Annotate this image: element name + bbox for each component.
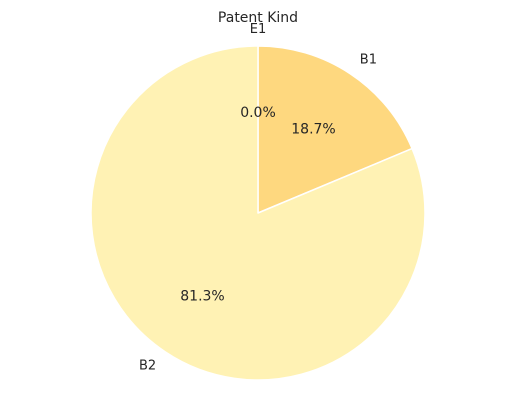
pie-slices <box>91 46 425 380</box>
percent-label-e1: 0.0% <box>240 105 276 121</box>
slice-label-b1: B1 <box>360 53 377 68</box>
slice-label-e1: E1 <box>250 22 267 37</box>
percent-label-b1: 18.7% <box>291 122 335 138</box>
percent-label-b2: 81.3% <box>180 288 224 304</box>
slice-label-b2: B2 <box>139 358 156 373</box>
